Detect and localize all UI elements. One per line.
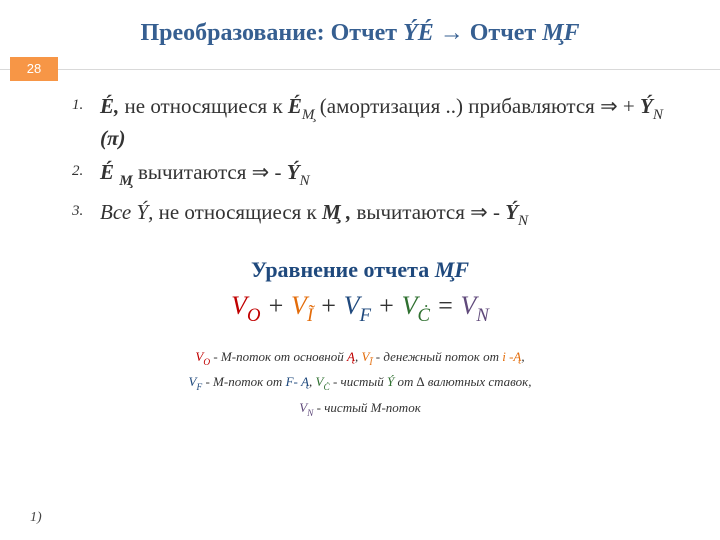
text-frag: Все Ý, (100, 200, 153, 224)
legend-text: - чистый (330, 374, 387, 389)
legend-sym: Ą (347, 349, 355, 364)
legend-text: - денежный поток от (373, 349, 503, 364)
badge-row: 28 (0, 57, 720, 81)
eq-sub: F (360, 305, 371, 326)
subscript: N (653, 107, 663, 123)
legend-v: V (299, 400, 307, 415)
eq-v: V (344, 291, 360, 320)
text-frag: вычитаются ⇒ - (133, 160, 287, 184)
legend-line: VO - M-поток от основной Ą, VĨ - денежны… (60, 346, 660, 372)
divider-line (0, 69, 720, 70)
subscript: N (300, 173, 310, 189)
legend-text: , (521, 349, 524, 364)
legend-term: VO (195, 349, 210, 364)
title-part-2: ÝÉ (403, 20, 434, 46)
list-item: 2. É М̧ вычитаются ⇒ - ÝN (72, 159, 668, 191)
list-text: Все Ý, не относящиеся к М̧ , вычитаются … (100, 199, 668, 231)
text-frag: Ý (505, 200, 518, 224)
legend-sub: N (307, 409, 313, 419)
legend-sub: F (196, 383, 202, 393)
eq-v: V (291, 291, 307, 320)
title-part-4: М̧F (542, 20, 579, 46)
eq-sub: N (476, 305, 488, 326)
subscript: М̧ (302, 107, 315, 123)
eq-term: VN (461, 291, 489, 320)
eq-term: VĊ (402, 291, 430, 320)
text-frag: É, (100, 94, 119, 118)
text-frag: М̧ , (322, 200, 351, 224)
text-frag: Ý (640, 94, 653, 118)
list-text: É, не относящиеся к ÉМ̧ (амортизация ..)… (100, 93, 668, 151)
section-title: Уравнение отчета М̧F (0, 257, 720, 283)
text-frag: вычитаются ⇒ - (351, 200, 505, 224)
equation: VO + VĨ + VF + VĊ = VN (0, 291, 720, 326)
page-badge: 28 (10, 57, 58, 81)
section-title-part-2: М̧F (435, 257, 469, 282)
text-frag: Ý (287, 160, 300, 184)
text-frag: (π) (100, 126, 125, 150)
legend-line: VF - M-поток от F- Ą, VĊ - чистый Ý от ∆… (60, 371, 660, 397)
title-part-3: → Отчет (434, 20, 542, 46)
legend-text: - M-поток от (202, 374, 285, 389)
eq-op: + (261, 291, 292, 320)
legend-text: - M-поток от основной (210, 349, 347, 364)
list-item: 3. Все Ý, не относящиеся к М̧ , вычитают… (72, 199, 668, 231)
legend-term: VN (299, 400, 313, 415)
list-text: É М̧ вычитаются ⇒ - ÝN (100, 159, 668, 191)
eq-v: V (461, 291, 477, 320)
slide: Преобразование: Отчет ÝÉ → Отчет М̧F 28 … (0, 0, 720, 540)
text-frag: É (100, 160, 119, 184)
subscript: N (518, 213, 528, 229)
text-frag: (амортизация ..) прибавляются ⇒ + (315, 94, 641, 118)
list-number: 1. (72, 93, 100, 115)
legend-sub: Ċ (323, 383, 329, 393)
slide-title: Преобразование: Отчет ÝÉ → Отчет М̧F (0, 0, 720, 57)
list-number: 2. (72, 159, 100, 181)
legend-term: VF (189, 374, 203, 389)
legend-term: VĊ (316, 374, 330, 389)
text-frag: É (288, 94, 302, 118)
eq-v: V (231, 291, 247, 320)
eq-sub: Ċ (417, 305, 429, 326)
list-number: 3. (72, 199, 100, 221)
subscript: М̧ (119, 173, 132, 189)
legend-text: - чистый M-поток (313, 400, 420, 415)
eq-v: V (402, 291, 418, 320)
eq-op: = (430, 291, 461, 320)
section-title-part-1: Уравнение отчета (251, 257, 435, 282)
legend-sym: F- Ą (286, 374, 309, 389)
list-item: 1. É, не относящиеся к ÉМ̧ (амортизация … (72, 93, 668, 151)
eq-op: + (313, 291, 344, 320)
eq-term: VO (231, 291, 260, 320)
legend-sub: O (203, 358, 210, 368)
text-frag: не относящиеся к (153, 200, 322, 224)
eq-op: + (371, 291, 402, 320)
eq-sub: Ĩ (307, 305, 313, 326)
title-part-1: Преобразование: Отчет (140, 20, 403, 46)
numbered-list: 1. É, не относящиеся к ÉМ̧ (амортизация … (0, 93, 720, 231)
eq-sub: O (247, 305, 261, 326)
legend-sub: Ĩ (369, 358, 372, 368)
legend: VO - M-поток от основной Ą, VĨ - денежны… (0, 346, 720, 423)
eq-term: VĨ (291, 291, 313, 320)
legend-term: VĨ (361, 349, 372, 364)
footnote: 1) (30, 510, 42, 526)
eq-term: VF (344, 291, 371, 320)
legend-text: от ∆ валютных ставок, (394, 374, 531, 389)
legend-sym: i -Ą (502, 349, 521, 364)
text-frag: не относящиеся к (119, 94, 288, 118)
legend-line: VN - чистый M-поток (60, 397, 660, 423)
